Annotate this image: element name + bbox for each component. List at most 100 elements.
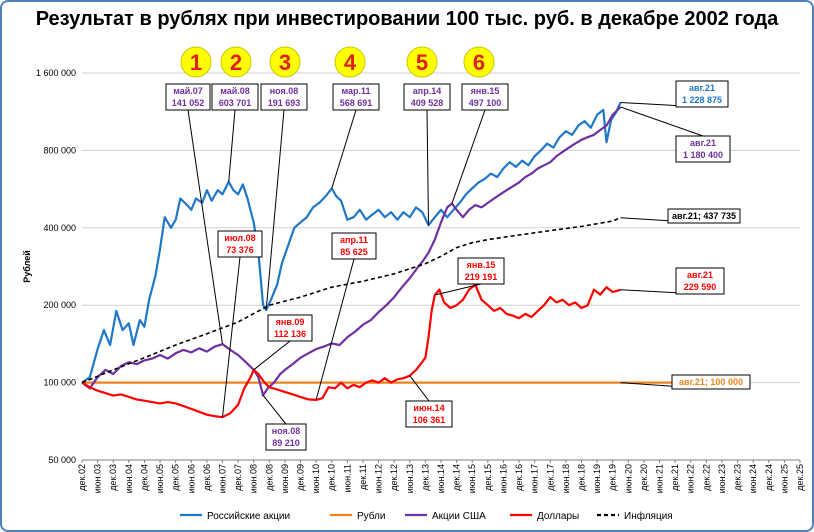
x-tick-label: дек.04 — [139, 464, 149, 491]
step-marker-number: 2 — [230, 50, 242, 75]
x-tick-label: дек.10 — [327, 464, 337, 491]
y-tick-label: 100 000 — [43, 378, 76, 388]
series-line — [81, 216, 621, 384]
x-tick-label: июн.03 — [93, 464, 103, 493]
callout-box — [461, 83, 509, 111]
callout-box — [165, 83, 211, 111]
callout-value: 85 625 — [340, 247, 368, 257]
callout-label: янв.15 — [467, 260, 496, 270]
step-marker-circle — [180, 46, 212, 78]
step-marker-circle — [220, 46, 252, 78]
step-marker-circle — [463, 46, 495, 78]
series-line — [81, 102, 622, 384]
step-marker-circle — [406, 46, 438, 78]
callout-label: апр.11 — [340, 235, 368, 245]
x-tick-label: июн.20 — [623, 464, 633, 493]
step-marker-number: 4 — [344, 50, 357, 75]
callout-leader — [265, 109, 285, 310]
x-tick-label: дек.05 — [171, 464, 181, 491]
callout-label: авг.21; 437 735 — [672, 211, 736, 221]
x-tick-label: июн.18 — [561, 464, 571, 493]
callout-leader — [451, 109, 486, 204]
x-tick-label: июн.12 — [374, 464, 384, 493]
x-tick-label: дек.06 — [202, 464, 212, 491]
x-tick-label: дек.12 — [389, 464, 399, 491]
x-tick-label: июн.04 — [124, 464, 134, 493]
callout-value: 219 191 — [465, 272, 498, 282]
step-marker-circle — [334, 46, 366, 78]
callout-label: май.07 — [173, 86, 203, 96]
step-marker-number: 6 — [473, 50, 485, 75]
callout-value: 229 590 — [684, 282, 717, 292]
callout-box — [217, 230, 263, 258]
callout-box — [667, 208, 741, 224]
y-tick-label: 50 000 — [48, 455, 76, 465]
x-tick-label: дек.02 — [77, 464, 87, 491]
callout-label: июл.08 — [224, 233, 255, 243]
callout-label: мар.11 — [341, 86, 370, 96]
x-tick-label: июн.13 — [405, 464, 415, 493]
x-tick-label: июн.21 — [655, 464, 665, 493]
step-marker-circle — [269, 46, 301, 78]
y-tick-label: 1 600 000 — [36, 68, 76, 78]
callout-value: 141 052 — [172, 98, 205, 108]
callout-box — [671, 374, 751, 390]
x-tick-label: дек.25 — [795, 464, 805, 491]
callout-label: ноя.08 — [270, 86, 299, 96]
callout-value: 497 100 — [469, 98, 502, 108]
step-marker-number: 1 — [190, 50, 202, 75]
x-tick-label: июн.14 — [436, 464, 446, 493]
x-tick-label: июн.10 — [311, 464, 321, 493]
legend-entry: Доллары — [537, 511, 579, 522]
legend-entry: Российские акции — [207, 511, 290, 522]
x-tick-label: дек.22 — [701, 464, 711, 491]
callout-label: июн.14 — [413, 403, 444, 413]
x-tick-label: июн.06 — [186, 464, 196, 493]
x-tick-label: июн.08 — [249, 464, 259, 493]
x-tick-label: июн.05 — [155, 464, 165, 493]
callout-box — [675, 80, 729, 108]
callout-label: апр.14 — [413, 86, 441, 96]
x-tick-label: дек.21 — [670, 464, 680, 491]
x-tick-label: июн.23 — [717, 464, 727, 493]
callout-leader — [253, 340, 291, 371]
callout-leader — [409, 375, 430, 402]
callout-leader — [434, 283, 482, 296]
x-tick-label: дек.14 — [452, 464, 462, 491]
x-tick-label: дек.18 — [576, 464, 586, 491]
callout-box — [457, 257, 505, 285]
series-line — [81, 283, 621, 419]
callout-label: авг.21 — [687, 270, 713, 280]
callout-box — [211, 83, 259, 111]
callout-box — [332, 83, 380, 111]
x-tick-label: дек.19 — [608, 464, 618, 491]
callout-value: 568 691 — [340, 98, 373, 108]
step-marker-number: 3 — [279, 50, 291, 75]
x-tick-label: дек.13 — [420, 464, 430, 491]
callout-value: 603 701 — [219, 98, 252, 108]
y-tick-label: 200 000 — [43, 300, 76, 310]
y-tick-label: 400 000 — [43, 223, 76, 233]
step-marker-number: 5 — [416, 50, 428, 75]
callout-box — [403, 83, 451, 111]
chart-title: Результат в рублях при инвестировании 10… — [35, 8, 779, 30]
callout-box — [265, 423, 307, 451]
y-tick-label: 800 000 — [43, 145, 76, 155]
x-tick-label: дек.11 — [358, 464, 368, 490]
x-tick-label: июн.22 — [686, 464, 696, 493]
callout-leader — [187, 109, 223, 345]
callout-value: 409 528 — [411, 98, 444, 108]
callout-leader — [315, 258, 355, 401]
x-tick-label: дек.20 — [639, 464, 649, 491]
x-tick-label: июн.09 — [280, 464, 290, 493]
x-tick-label: дек.08 — [264, 464, 274, 491]
x-tick-label: июн.19 — [592, 464, 602, 493]
callout-label: авг.21 — [690, 138, 716, 148]
callout-label: ноя.08 — [272, 426, 301, 436]
callout-label: май.08 — [220, 86, 250, 96]
callout-leader — [262, 395, 287, 425]
legend-entry: Акции США — [432, 511, 486, 522]
callout-value: 112 136 — [274, 329, 306, 339]
callout-leader — [331, 109, 357, 189]
callout-leader — [620, 106, 704, 137]
